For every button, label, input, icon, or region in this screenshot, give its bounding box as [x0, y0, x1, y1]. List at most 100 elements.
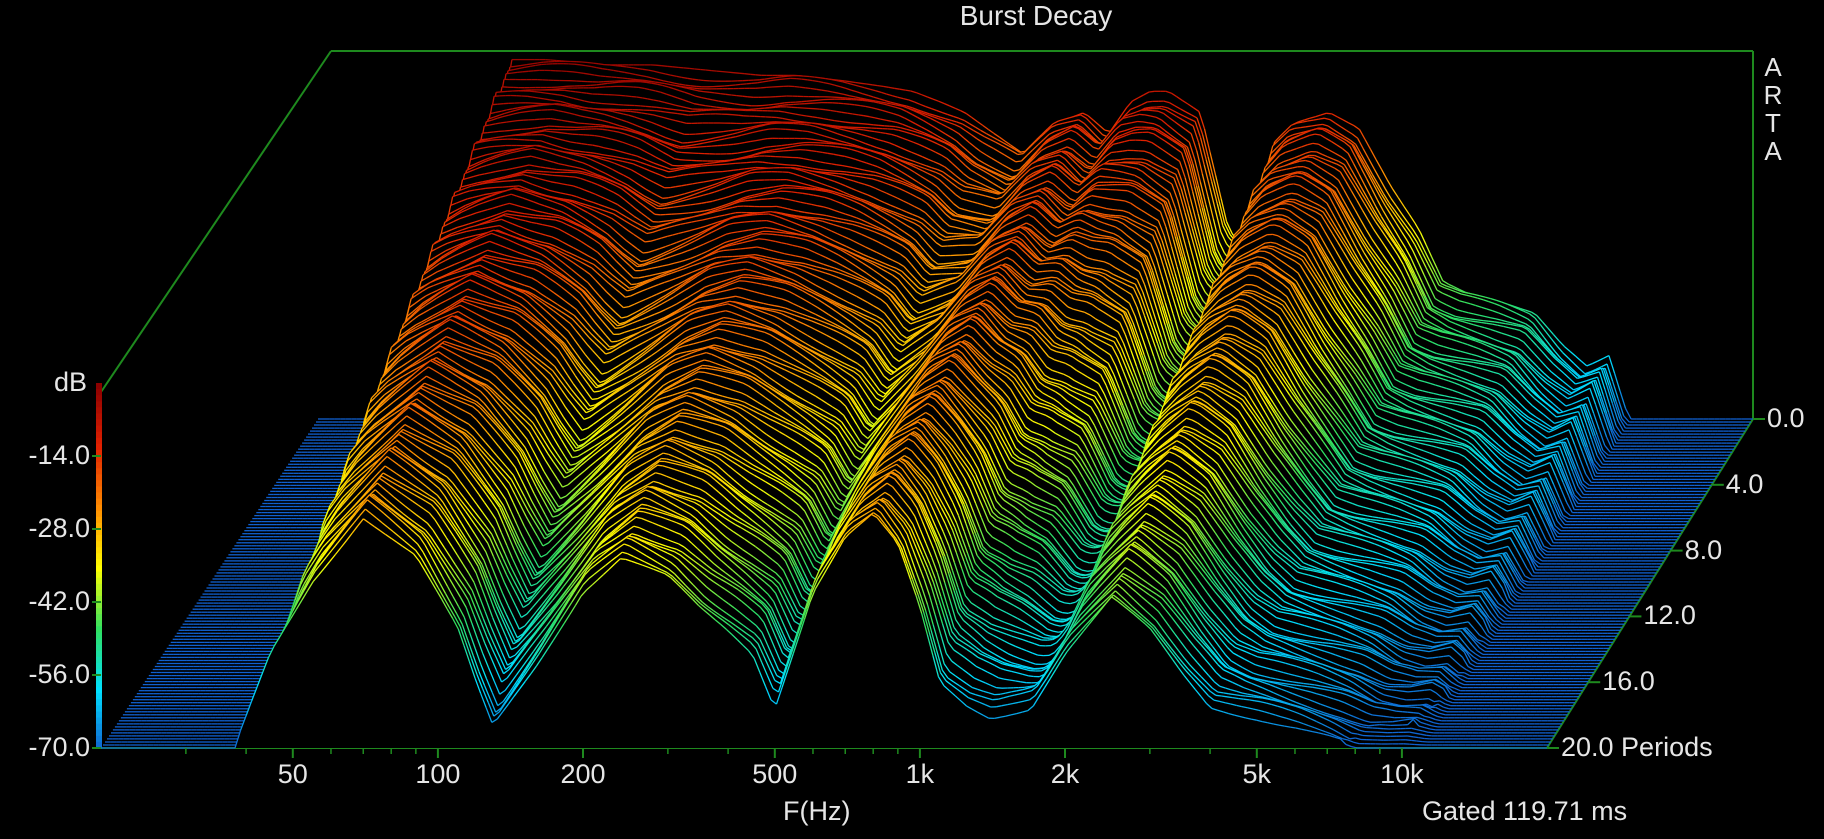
slice-segment: [518, 66, 525, 70]
slice-segment: [1274, 135, 1281, 143]
slice-segment: [825, 109, 831, 112]
slice-segment: [624, 71, 631, 75]
slice-segment: [526, 63, 533, 66]
slice-segment: [641, 112, 648, 115]
slice-segment: [778, 110, 785, 113]
slice-segment: [847, 82, 854, 86]
slice-segment: [954, 124, 961, 128]
slice-segment: [716, 70, 723, 73]
slice-segment: [740, 104, 746, 106]
slice-segment: [809, 75, 815, 78]
slice-segment: [595, 108, 602, 111]
slice-segment: [973, 129, 980, 135]
slice-segment: [530, 109, 537, 112]
slice-segment: [956, 121, 963, 125]
slice-segment: [1069, 115, 1076, 119]
slice-segment: [685, 84, 691, 87]
slice-segment: [587, 143, 593, 146]
slice-segment: [895, 102, 902, 106]
slice-segment: [703, 90, 710, 93]
slice-segment: [595, 102, 602, 105]
slice-segment: [855, 81, 862, 84]
slice-segment: [700, 68, 706, 71]
slice-segment: [1617, 398, 1625, 417]
slice-segment: [1318, 117, 1325, 120]
slice-segment: [1357, 137, 1364, 150]
frame-edge-top-left: [100, 50, 332, 393]
slice-segment: [1061, 121, 1068, 125]
slice-segment: [532, 105, 539, 108]
slice-segment: [1199, 137, 1207, 160]
slice-segment: [1131, 131, 1138, 134]
slice-segment: [796, 144, 803, 147]
slice-segment: [840, 86, 847, 90]
slice-segment: [762, 104, 769, 107]
slice-segment: [532, 127, 538, 130]
slice-segment: [764, 77, 771, 80]
slice-segment: [1549, 344, 1556, 353]
slice-segment: [500, 121, 507, 124]
slice-segment: [926, 114, 933, 118]
slice-segment: [538, 97, 545, 100]
slice-segment: [615, 127, 622, 130]
slice-segment: [678, 66, 684, 69]
slice-segment: [1368, 158, 1375, 170]
slice-segment: [1183, 115, 1190, 120]
slice-segment: [630, 110, 637, 113]
slice-segment: [1101, 167, 1108, 170]
slice-segment: [1421, 252, 1429, 264]
slice-segment: [1161, 105, 1168, 109]
slice-segment: [1302, 120, 1308, 123]
slice-segment: [734, 128, 740, 131]
slice-segment: [854, 104, 861, 107]
slice-segment: [849, 81, 856, 84]
slice-segment: [611, 76, 617, 79]
slice-segment: [781, 144, 788, 147]
slice-segment: [631, 66, 638, 70]
slice-segment: [816, 88, 823, 91]
slice-segment: [1390, 197, 1398, 207]
slice-segment: [642, 68, 649, 71]
slice-segment: [952, 115, 960, 119]
slice-segment: [777, 150, 784, 153]
slice-segment: [1172, 110, 1179, 114]
slice-segment: [722, 70, 729, 73]
slice-segment: [1291, 192, 1298, 195]
slice-segment: [1538, 330, 1545, 338]
slice-segment: [605, 75, 612, 78]
slice-segment: [1448, 283, 1455, 288]
slice-segment: [758, 107, 765, 110]
slice-segment: [757, 81, 764, 84]
slice-segment: [1149, 90, 1155, 93]
slice-segment: [894, 87, 900, 90]
slice-segment: [619, 109, 626, 112]
slice-segment: [932, 98, 939, 102]
slice-segment: [1326, 112, 1332, 115]
slice-segment: [878, 124, 885, 127]
slice-segment: [829, 83, 836, 86]
slice-segment: [1316, 123, 1323, 126]
slice-segment: [540, 91, 547, 94]
slice-segment: [515, 64, 522, 67]
slice-segment: [841, 111, 848, 114]
slice-segment: [665, 111, 672, 114]
slice-segment: [588, 73, 595, 76]
slice-segment: [806, 100, 813, 102]
slice-segment: [1606, 363, 1614, 382]
slice-segment: [528, 131, 534, 135]
slice-segment: [983, 219, 989, 222]
slice-segment: [879, 98, 885, 102]
slice-segment: [576, 142, 582, 145]
slice-segment: [847, 112, 853, 115]
slice-segment: [689, 67, 695, 70]
slice-segment: [613, 69, 619, 73]
slice-segment: [1094, 134, 1102, 142]
slice-segment: [1137, 94, 1144, 99]
slice-segment: [1418, 238, 1425, 251]
slice-segment: [1613, 372, 1621, 392]
slice-segment: [853, 97, 859, 100]
slice-segment: [1554, 351, 1562, 359]
slice-segment: [686, 165, 693, 168]
slice-segment: [738, 114, 744, 117]
